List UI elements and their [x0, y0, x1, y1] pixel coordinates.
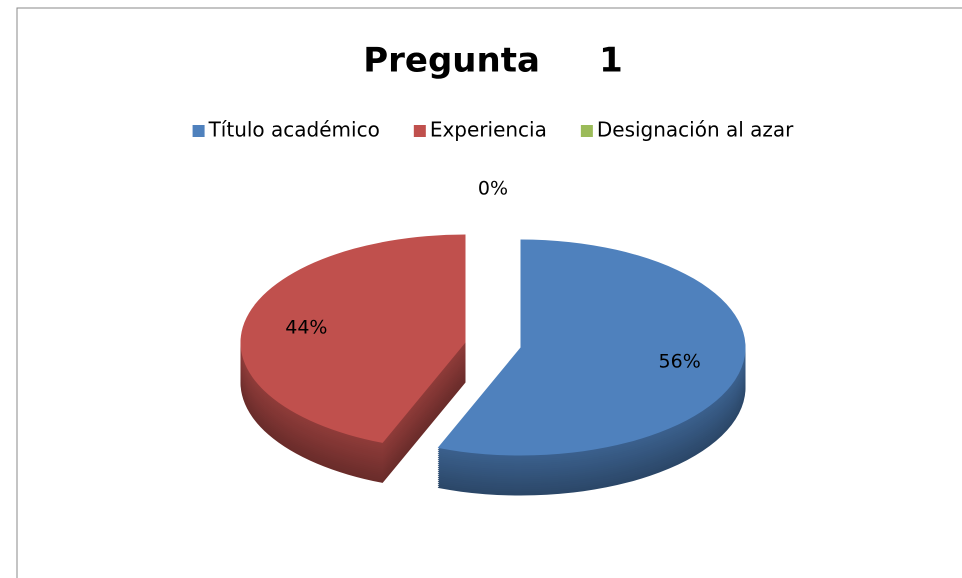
legend-item: Designación al azar	[580, 118, 794, 142]
slice	[240, 234, 466, 443]
legend-item: Título académico	[192, 118, 380, 142]
legend-label: Designación al azar	[597, 118, 794, 142]
legend-label: Título académico	[208, 118, 380, 142]
chart-title: Pregunta 1	[363, 41, 623, 81]
slice	[437, 239, 746, 456]
legend-swatch	[413, 125, 426, 137]
legend-swatch	[580, 125, 593, 137]
data-label: 0%	[478, 178, 508, 200]
data-label: 44%	[285, 316, 327, 338]
legend-label: Experiencia	[430, 118, 547, 142]
legend-swatch	[192, 125, 205, 137]
legend-item: Experiencia	[413, 118, 547, 142]
data-label: 56%	[659, 351, 701, 373]
